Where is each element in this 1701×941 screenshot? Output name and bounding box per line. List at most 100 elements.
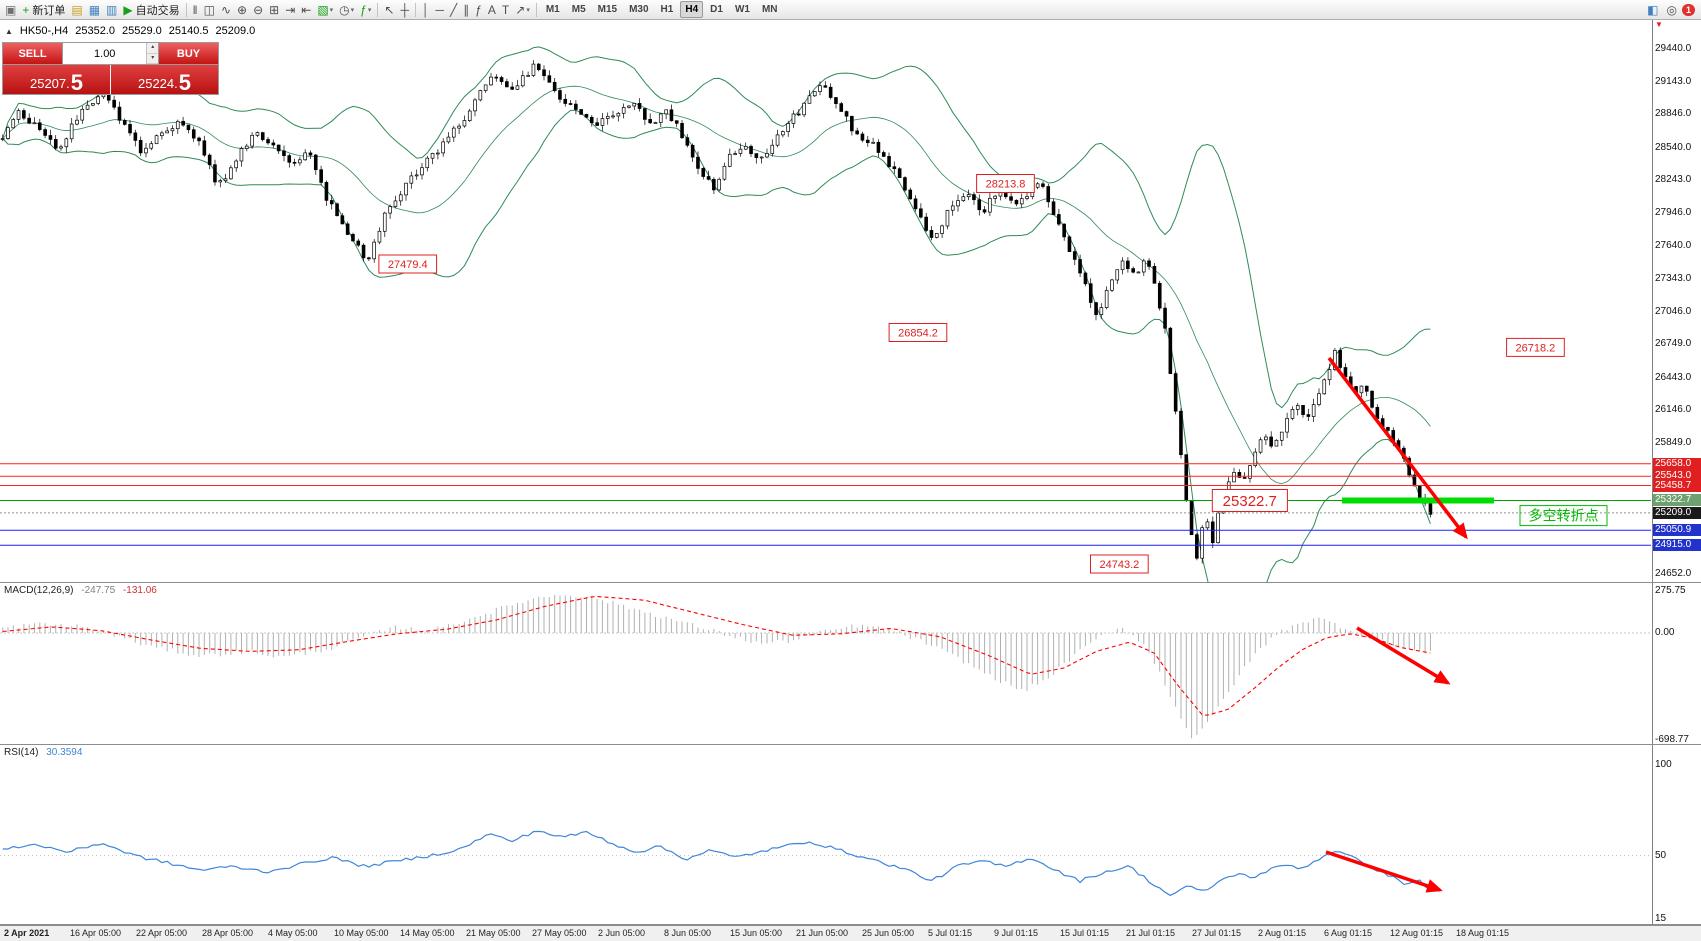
lot-decrease-button[interactable]: ▾	[147, 53, 158, 64]
crosshair-icon[interactable]: ┼	[397, 1, 412, 19]
tile-windows-icon-glyph: ⊞	[269, 2, 280, 17]
horizontal-line-icon[interactable]: ─	[432, 1, 447, 19]
macd-canvas[interactable]	[0, 583, 1651, 744]
trend-arrow-main[interactable]	[1327, 356, 1468, 540]
cursor-icon[interactable]: ↖	[381, 1, 397, 19]
price-tick-27343.0: 27343.0	[1655, 273, 1692, 284]
turning-point-note-label[interactable]: 多空转折点	[1519, 505, 1608, 527]
label-icon[interactable]: T	[499, 1, 512, 19]
buy-price-button[interactable]: 25224. 5	[111, 65, 218, 94]
rsi-axis[interactable]: 100 50 15	[1652, 745, 1701, 924]
chart-shift-icon[interactable]: ⇤	[298, 1, 314, 19]
tile-windows-icon[interactable]: ⊞	[266, 1, 282, 19]
timeframe-m30[interactable]: M30	[629, 4, 649, 15]
toolbar-separator	[414, 2, 416, 17]
bar-chart-icon[interactable]: ‖	[190, 1, 201, 19]
time-label-18: 27 Jul 01:15	[1192, 928, 1242, 938]
indicators-icon-dropdown-icon: ▾	[367, 6, 372, 14]
navigator-icon[interactable]: ▥	[103, 1, 120, 19]
time-label-6: 14 May 05:00	[400, 928, 455, 938]
timeframe-m1[interactable]: M1	[545, 4, 560, 15]
market-watch-icon[interactable]: ▦	[86, 1, 103, 19]
macd-header: MACD(12,26,9) -247.75 -131.06	[4, 585, 157, 596]
line-chart-icon[interactable]: ∿	[218, 1, 234, 19]
price-annotation-26718.2[interactable]: 26718.2	[1506, 337, 1565, 357]
time-label-17: 21 Jul 01:15	[1126, 928, 1176, 938]
timeframe-m15[interactable]: M15	[597, 4, 618, 15]
one-click-trading-panel: SELL ▴ ▾ BUY 25207. 5 25224. 5	[2, 42, 219, 95]
price-annotation-25322.7[interactable]: 25322.7	[1211, 489, 1288, 512]
period-icon-glyph: ◷	[339, 2, 350, 17]
lot-size-input[interactable]	[63, 43, 147, 64]
rsi-tick-100: 100	[1655, 759, 1672, 770]
time-label-16: 15 Jul 01:15	[1060, 928, 1110, 938]
notification-badge[interactable]: 1	[1681, 3, 1695, 16]
main-chart-canvas[interactable]: 27479.4 26854.2 28213.8 26718.2 25322.7 24743…	[0, 20, 1651, 582]
price-tick-29143.0: 29143.0	[1655, 76, 1692, 87]
label-icon-glyph: T	[501, 2, 510, 17]
price-level-label-25209.0: 25209.0	[1653, 507, 1701, 519]
sell-button[interactable]: SELL	[3, 43, 63, 64]
price-axis[interactable]: ▼ 29440.0 29143.0 28846.0 28540.0 28243.0 2794…	[1652, 20, 1701, 582]
price-tick-26749.0: 26749.0	[1655, 338, 1692, 349]
time-label-10: 8 Jun 05:00	[664, 928, 712, 938]
timeframe-h1[interactable]: H1	[660, 4, 674, 15]
timeframe-h4[interactable]: H4	[680, 1, 704, 18]
time-label-22: 18 Aug 01:15	[1456, 928, 1510, 938]
zoom-out-icon-glyph: ⊖	[253, 2, 264, 17]
zoom-in-icon-glyph: ⊕	[237, 2, 248, 17]
terminal-icon[interactable]: ▣	[2, 1, 19, 19]
period-icon[interactable]: ◷ ▾	[336, 1, 357, 19]
search-icon[interactable]: ◎	[1664, 1, 1680, 19]
timeframe-m5[interactable]: M5	[571, 4, 586, 15]
time-label-14: 5 Jul 01:15	[928, 928, 973, 938]
timeframe-mn[interactable]: MN	[761, 4, 778, 15]
candlestick-chart-icon[interactable]: ◫	[201, 1, 218, 19]
buy-price-main: 25224.	[137, 76, 178, 91]
sell-price-button[interactable]: 25207. 5	[3, 65, 111, 94]
time-label-13: 25 Jun 05:00	[862, 928, 915, 938]
zoom-in-icon[interactable]: ⊕	[234, 1, 250, 19]
price-tick-26443.0: 26443.0	[1655, 372, 1692, 383]
trend-arrow-macd[interactable]	[1356, 626, 1451, 685]
autotrade-button[interactable]: ▶ 自动交易	[120, 1, 182, 19]
main-chart-panel: 27479.4 26854.2 28213.8 26718.2 25322.7 24743…	[0, 20, 1701, 583]
new-order-button[interactable]: + 新订单	[19, 1, 68, 19]
text-icon[interactable]: A	[485, 1, 499, 19]
timeframe-d1[interactable]: D1	[710, 4, 723, 15]
price-annotation-24743.2[interactable]: 24743.2	[1090, 554, 1149, 574]
trend-arrow-rsi[interactable]	[1325, 850, 1443, 893]
rsi-canvas[interactable]	[0, 745, 1651, 924]
one-click-collapse-toggle[interactable]: ▲	[5, 26, 13, 36]
price-annotation-26854.2[interactable]: 26854.2	[888, 323, 948, 342]
svg-text:27479.4: 27479.4	[388, 259, 428, 271]
trendline-icon[interactable]: ╱	[447, 1, 460, 19]
rsi-header: RSI(14) 30.3594	[4, 747, 82, 758]
rsi-line	[2, 830, 1431, 897]
profiles-icon[interactable]: ▤	[68, 1, 85, 19]
vertical-line-icon[interactable]: │	[419, 1, 433, 19]
depth-of-market-icon[interactable]: ◧	[1644, 1, 1661, 19]
navigator-icon-glyph: ▥	[106, 2, 118, 17]
time-axis[interactable]: 2 Apr 2021 16 Apr 05:00 22 Apr 05:00 28 Apr…	[0, 925, 1701, 941]
arrows-icon[interactable]: ↗ ▾	[512, 1, 533, 19]
new-chart-icon-glyph: ▧	[317, 2, 329, 17]
lot-increase-button[interactable]: ▴	[147, 43, 158, 54]
macd-tick-275.75: 275.75	[1655, 585, 1686, 596]
trendline-icon-glyph: ╱	[449, 2, 458, 17]
auto-scroll-icon[interactable]: ⇥	[282, 1, 298, 19]
fibonacci-icon[interactable]: ƒ	[472, 1, 485, 19]
indicators-icon[interactable]: ƒ ▾	[357, 1, 374, 19]
price-level-label-25322.7: 25322.7	[1653, 494, 1701, 506]
price-annotation-27479.4[interactable]: 27479.4	[378, 254, 438, 274]
cursor-icon-glyph: ↖	[384, 2, 395, 17]
svg-text:24743.2: 24743.2	[1100, 559, 1140, 571]
channel-icon[interactable]: ∥	[460, 1, 472, 19]
timeframe-w1[interactable]: W1	[734, 4, 750, 15]
time-label-21: 12 Aug 01:15	[1390, 928, 1444, 938]
macd-axis[interactable]: 275.75 0.00 -698.77	[1652, 583, 1701, 745]
price-annotation-28213.8[interactable]: 28213.8	[976, 174, 1035, 193]
new-chart-icon[interactable]: ▧ ▾	[314, 1, 336, 19]
zoom-out-icon[interactable]: ⊖	[250, 1, 266, 19]
buy-button[interactable]: BUY	[158, 43, 218, 64]
